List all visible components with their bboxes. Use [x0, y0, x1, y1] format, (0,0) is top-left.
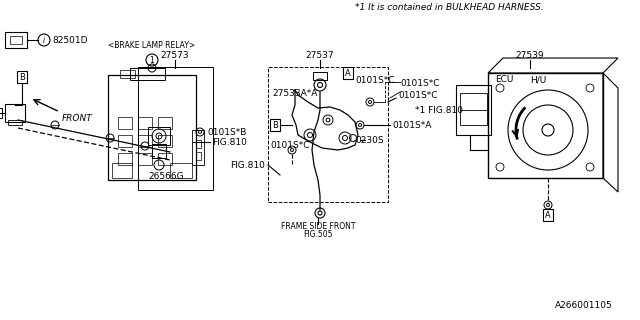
- Bar: [138, 67, 213, 190]
- Text: 0101S*C: 0101S*C: [270, 140, 310, 149]
- Bar: [112, 163, 132, 178]
- Bar: [268, 67, 388, 202]
- Bar: [10, 36, 22, 44]
- Text: *1 It is contained in BULKHEAD HARNESS.: *1 It is contained in BULKHEAD HARNESS.: [355, 3, 543, 12]
- Bar: [196, 152, 201, 160]
- Bar: [192, 130, 204, 165]
- Bar: [108, 75, 196, 180]
- Text: 26566G: 26566G: [148, 172, 184, 181]
- Bar: [170, 163, 192, 178]
- Bar: [158, 153, 172, 165]
- Bar: [488, 73, 603, 178]
- Bar: [118, 117, 132, 129]
- Text: 0101S*C: 0101S*C: [400, 79, 440, 88]
- Text: A: A: [345, 68, 351, 77]
- Text: A266001105: A266001105: [555, 301, 612, 310]
- Bar: [196, 140, 201, 148]
- Text: 27573: 27573: [161, 51, 189, 60]
- Text: *1 FIG.810: *1 FIG.810: [415, 106, 463, 115]
- Text: 27539: 27539: [516, 51, 544, 60]
- Text: B: B: [19, 73, 25, 82]
- Bar: [120, 70, 135, 78]
- Bar: [456, 85, 491, 135]
- Bar: [0, 108, 2, 118]
- Bar: [138, 117, 152, 129]
- Text: 0101S*A: 0101S*A: [392, 121, 431, 130]
- Bar: [130, 68, 165, 80]
- Text: 0101S*C: 0101S*C: [398, 91, 438, 100]
- Bar: [313, 72, 327, 80]
- Text: FIG.810: FIG.810: [230, 161, 265, 170]
- Bar: [152, 144, 166, 158]
- Text: H/U: H/U: [530, 75, 547, 84]
- Bar: [8, 120, 22, 125]
- Bar: [460, 93, 487, 125]
- Text: FRONT: FRONT: [62, 114, 93, 123]
- Bar: [5, 32, 27, 48]
- Bar: [118, 153, 132, 165]
- Text: i: i: [43, 36, 45, 44]
- Bar: [138, 135, 152, 147]
- Text: 1: 1: [150, 55, 154, 65]
- Text: FIG.810: FIG.810: [212, 138, 247, 147]
- Text: 0230S: 0230S: [355, 135, 383, 145]
- Text: A: A: [545, 211, 551, 220]
- Text: 0101S*C: 0101S*C: [355, 76, 394, 84]
- Text: 27537: 27537: [306, 51, 334, 60]
- Text: <BRAKE LAMP RELAY>: <BRAKE LAMP RELAY>: [108, 41, 196, 50]
- Bar: [5, 104, 25, 122]
- Bar: [158, 117, 172, 129]
- Text: FRAME SIDE FRONT: FRAME SIDE FRONT: [281, 222, 355, 231]
- Text: FIG.505: FIG.505: [303, 230, 333, 239]
- Bar: [158, 135, 172, 147]
- Text: 82501D: 82501D: [52, 36, 88, 44]
- Bar: [138, 153, 152, 165]
- Text: 0101S*B: 0101S*B: [207, 127, 246, 137]
- Text: ECU: ECU: [495, 75, 513, 84]
- Bar: [148, 127, 170, 145]
- Bar: [118, 135, 132, 147]
- Text: B: B: [272, 121, 278, 130]
- Text: 27533A*A: 27533A*A: [272, 89, 317, 98]
